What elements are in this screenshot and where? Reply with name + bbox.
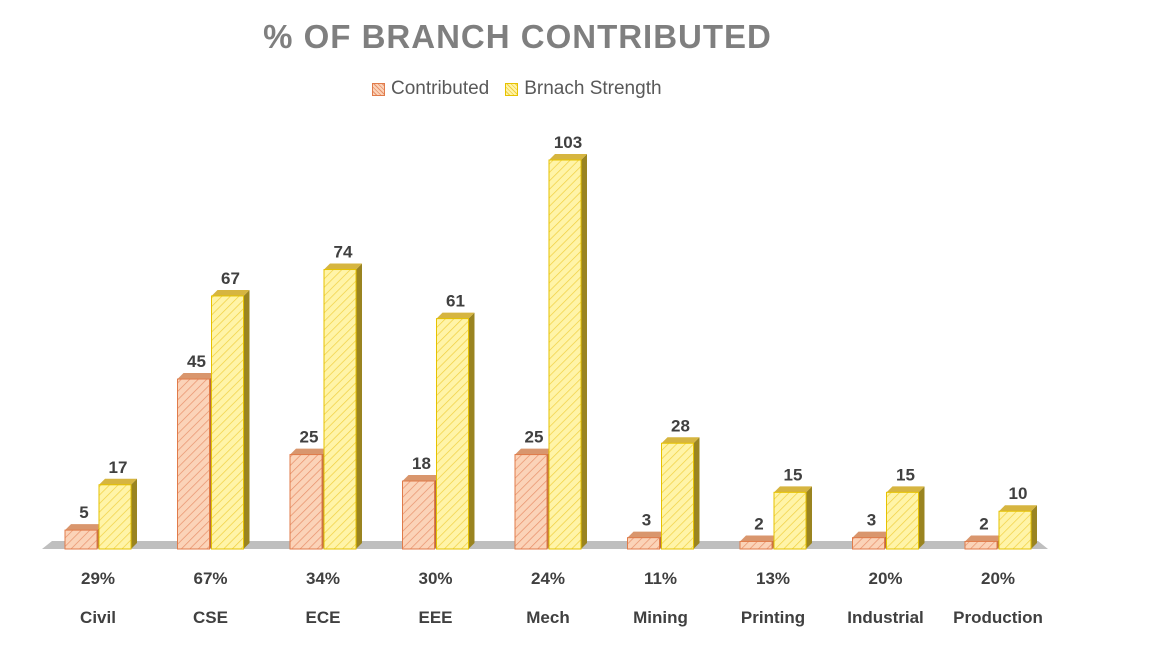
category-label-mining: Mining [633,608,688,627]
chart-legend: Contributed Brnach Strength [372,78,662,100]
bar-contributed-industrial [852,531,891,550]
percent-label-civil: 29% [81,569,115,588]
bar-strength-printing [773,486,812,550]
category-label-civil: Civil [80,608,116,627]
bar-contributed-mining [627,531,666,550]
bar-contributed-printing [739,535,778,550]
value-label-strength-cse: 67 [221,269,240,288]
bar-strength-industrial [886,486,925,550]
category-label-mech: Mech [526,608,569,627]
value-label-strength-civil: 17 [109,458,128,477]
percent-label-printing: 13% [756,569,790,588]
bar-strength-cse [211,289,250,550]
bar-contributed-mech [514,448,553,550]
bar-strength-production [998,505,1037,550]
bar-contributed-production [964,535,1003,550]
value-label-strength-ece: 74 [334,243,353,262]
value-label-contributed-ece: 25 [300,428,319,447]
bar-contributed-ece [289,448,328,550]
value-label-strength-eee: 61 [446,292,465,311]
chart-title: % OF BRANCH CONTRIBUTED [263,18,772,55]
legend-item-contributed: Contributed [372,78,489,100]
percent-label-industrial: 20% [868,569,902,588]
value-label-contributed-mining: 3 [642,511,651,530]
value-label-contributed-industrial: 3 [867,511,876,530]
percent-label-eee: 30% [418,569,452,588]
category-label-industrial: Industrial [847,608,924,627]
bar-strength-mech [548,154,587,550]
value-label-strength-mining: 28 [671,416,690,435]
value-label-strength-industrial: 15 [896,465,915,484]
category-label-production: Production [953,608,1043,627]
category-label-eee: EEE [418,608,452,627]
value-label-contributed-civil: 5 [79,503,88,522]
bar-strength-mining [661,437,700,550]
bar-contributed-cse [177,373,216,550]
bar-contributed-eee [402,475,441,550]
percent-label-ece: 34% [306,569,340,588]
value-label-contributed-production: 2 [979,514,988,533]
value-label-contributed-mech: 25 [525,428,544,447]
legend-label-contributed: Contributed [391,78,490,99]
value-label-contributed-eee: 18 [412,454,431,473]
bar-contributed-civil [64,524,103,550]
value-label-strength-printing: 15 [784,465,803,484]
legend-item-branch-strength: Brnach Strength [505,78,662,100]
category-label-ece: ECE [306,608,341,627]
category-label-printing: Printing [741,608,805,627]
legend-swatch-contributed [372,82,385,96]
value-label-contributed-cse: 45 [187,352,206,371]
percent-label-cse: 67% [193,569,227,588]
legend-swatch-branch-strength [505,82,519,96]
percent-label-production: 20% [981,569,1015,588]
bar-strength-civil [98,478,137,550]
legend-label-branch-strength: Brnach Strength [524,78,662,99]
category-label-cse: CSE [193,608,228,627]
percent-label-mech: 24% [531,569,565,588]
percent-label-mining: 11% [644,569,677,588]
value-label-strength-production: 10 [1009,484,1028,503]
bar-strength-eee [436,312,475,550]
bar-strength-ece [323,263,362,550]
value-label-strength-mech: 103 [554,133,582,152]
value-label-contributed-printing: 2 [754,514,763,533]
